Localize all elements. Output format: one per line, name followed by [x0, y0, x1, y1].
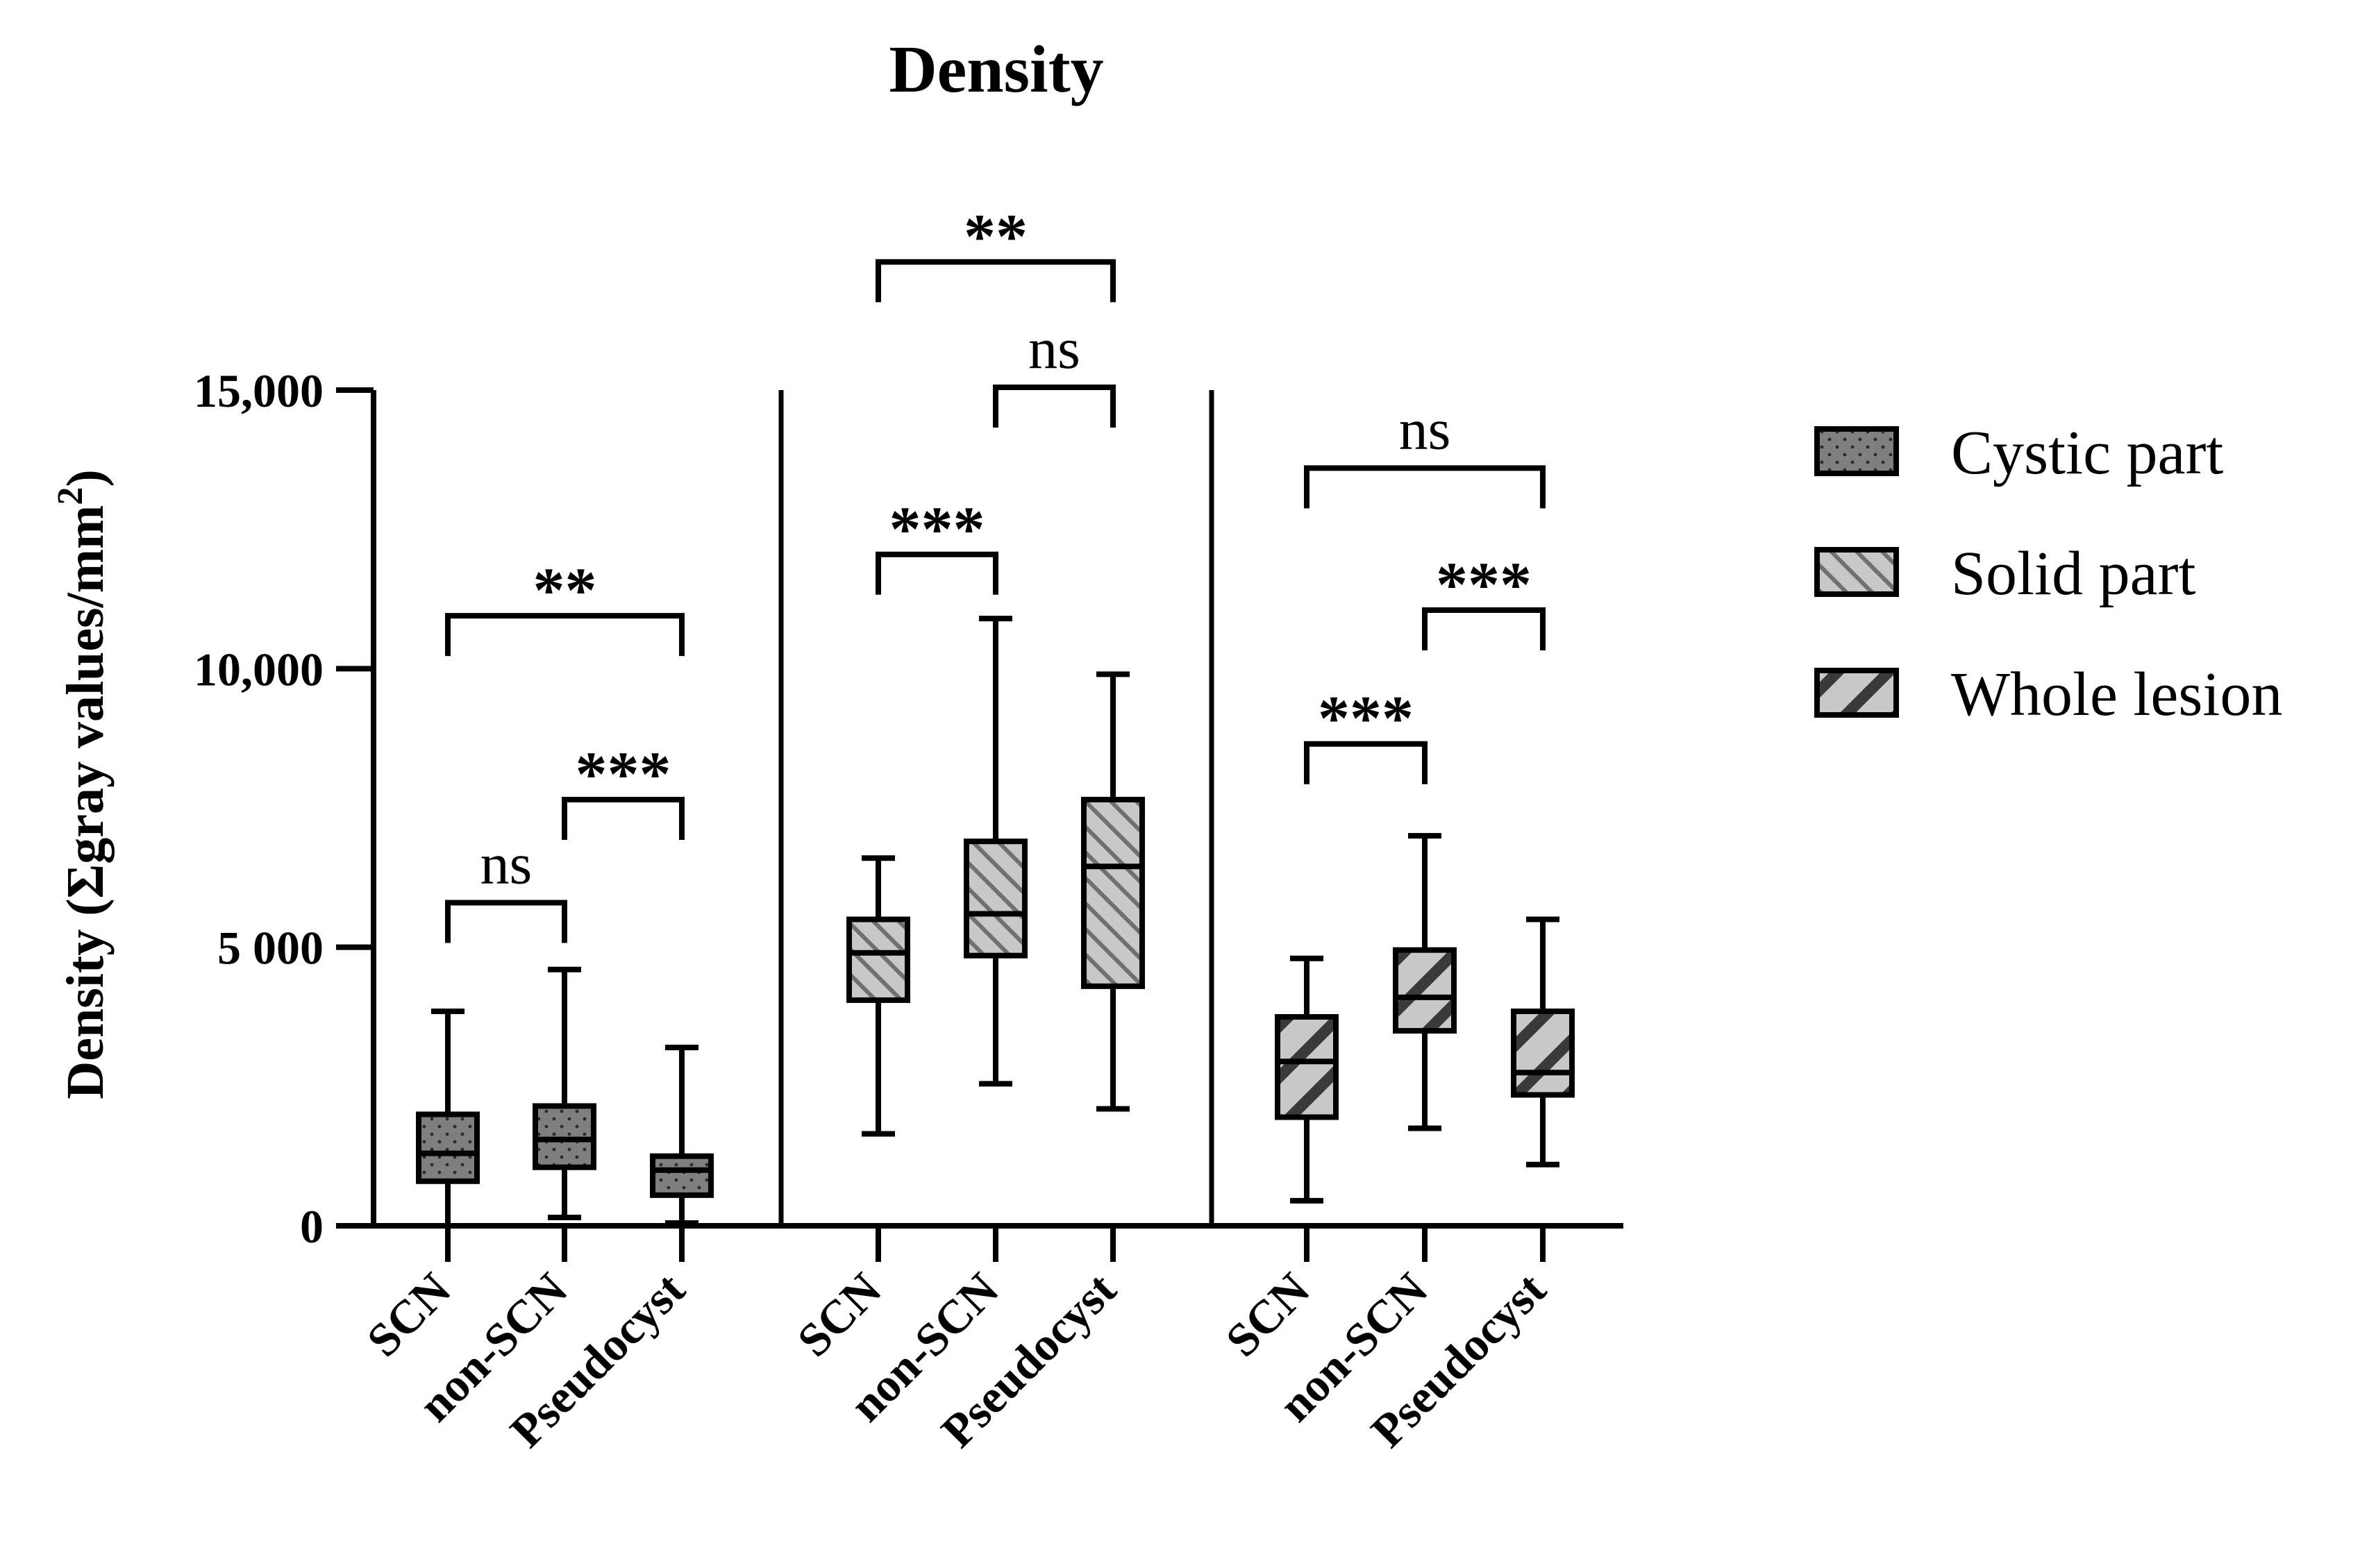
box-2-0: [1275, 1014, 1339, 1120]
y-axis-label-superscript: 2: [51, 487, 90, 505]
box-0-0: [416, 1111, 480, 1184]
bracket-label-2-0: ***: [1318, 683, 1414, 754]
box-plots: [416, 616, 1575, 1229]
bracket-label-2-1: ***: [1436, 549, 1532, 620]
bracket-1-2: [876, 259, 1116, 303]
box-0-2: [650, 1153, 714, 1198]
significance-brackets: ns********ns********ns: [445, 201, 1546, 943]
legend-label-whole: Whole lesion: [1951, 660, 2282, 729]
bracket-label-0-0: ns: [480, 832, 533, 896]
bracket-label-0-2: **: [533, 555, 597, 625]
bracket-label-1-0: ***: [889, 494, 985, 564]
bracket-label-2-2: ns: [1399, 397, 1451, 462]
y-axis-label-close: ): [56, 469, 115, 487]
bracket-2-0: [1304, 741, 1428, 784]
box-1-1: [964, 838, 1028, 959]
y-axis-label: Density (Σgray values/mm2): [51, 469, 115, 1099]
box-2-2: [1511, 1008, 1575, 1098]
x-tick-label-2-0: SCN: [1216, 1263, 1320, 1367]
bracket-2-1: [1422, 607, 1546, 651]
legend-label-solid: Solid part: [1951, 539, 2196, 608]
box-1-2: [1081, 796, 1145, 989]
bracket-label-1-2: **: [964, 201, 1028, 271]
bracket-0-2: [445, 613, 685, 657]
bracket-0-0: [445, 900, 567, 943]
x-tick-label-1-0: SCN: [787, 1263, 892, 1367]
box-1-0: [846, 916, 910, 1003]
chart-title: Density: [889, 32, 1103, 106]
y-ticks: 0 5 000 10,000 15,000: [194, 364, 374, 1253]
legend-swatch-whole: [1814, 668, 1899, 718]
legend-label-cystic: Cystic part: [1951, 419, 2223, 487]
bracket-1-1: [993, 384, 1116, 428]
box-0-1: [533, 1103, 596, 1170]
legend-swatch-cystic: [1814, 426, 1899, 476]
bracket-label-1-1: ns: [1028, 317, 1080, 381]
y-tick-label-3: 15,000: [194, 364, 324, 417]
legend: Cystic part Solid part Whole lesion: [1814, 419, 2282, 729]
y-tick-label-1: 5 000: [217, 922, 324, 975]
bracket-0-1: [562, 796, 685, 840]
y-axis-label-main: Density (Σgray values/mm: [56, 505, 115, 1099]
legend-swatch-solid: [1814, 547, 1899, 597]
bracket-2-2: [1304, 465, 1546, 509]
x-tick-label-0-0: SCN: [357, 1263, 461, 1367]
bracket-1-0: [876, 551, 998, 595]
y-tick-label-2: 10,000: [194, 643, 324, 696]
bracket-label-0-1: ***: [576, 739, 671, 809]
y-tick-label-0: 0: [300, 1200, 324, 1253]
box-2-1: [1393, 947, 1457, 1034]
